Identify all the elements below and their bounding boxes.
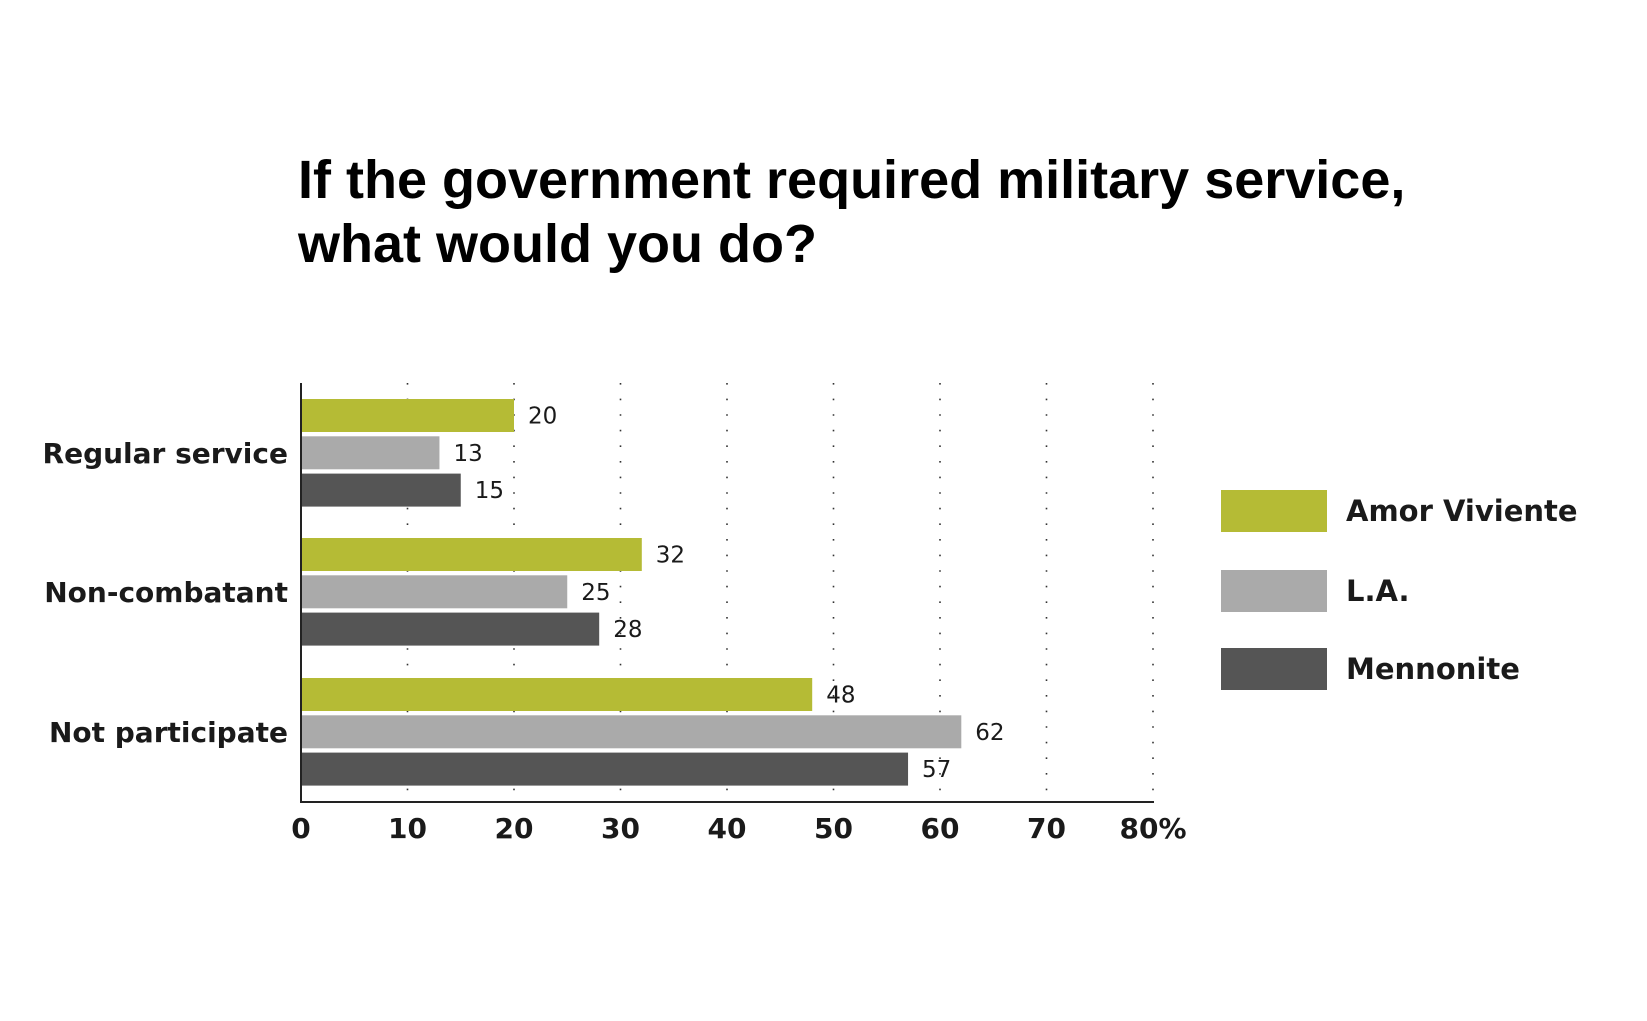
data-label: 28 (613, 617, 642, 643)
data-label: 15 (475, 478, 504, 504)
labels: 20 32 48 13 25 62 15 28 57 0 10 20 30 40 50 60 70 80% Regu… (43, 404, 1187, 846)
category-label: Non-combatant (44, 576, 288, 609)
legend-swatch-amor-viviente (1221, 490, 1327, 532)
bar-l-a--0 (301, 436, 440, 470)
legend-label-l-a-: L.A. (1346, 574, 1410, 608)
bar-l-a--1 (301, 575, 568, 609)
legend-swatch-l-a- (1221, 570, 1327, 612)
x-tick-label: 10 (388, 812, 427, 845)
legend-label-mennonite: Mennonite (1346, 652, 1520, 686)
data-label: 48 (826, 683, 855, 709)
legend: Amor Viviente L.A. Mennonite (1221, 490, 1578, 690)
bar-amor-viviente-0 (301, 399, 514, 432)
x-tick-label: 80% (1119, 812, 1186, 845)
data-label: 25 (581, 580, 610, 606)
data-label: 20 (528, 404, 557, 430)
x-tick-label: 40 (708, 812, 747, 845)
x-tick-label: 0 (291, 812, 310, 845)
data-label: 32 (656, 543, 685, 569)
x-tick-label: 70 (1027, 812, 1066, 845)
chart-title: If the government required military serv… (297, 150, 1405, 274)
x-tick-label: 30 (601, 812, 640, 845)
chart-title-line-2: what would you do? (297, 214, 817, 274)
bar-mennonite-0 (301, 473, 461, 507)
data-label: 13 (453, 441, 482, 467)
bars (301, 399, 962, 786)
x-tick-label: 60 (921, 812, 960, 845)
category-label: Not participate (49, 716, 288, 749)
x-tick-label: 20 (495, 812, 534, 845)
bar-mennonite-1 (301, 612, 600, 646)
bar-l-a--2 (301, 715, 962, 749)
data-label: 62 (975, 720, 1004, 746)
x-tick-label: 50 (814, 812, 853, 845)
chart-title-line-1: If the government required military serv… (298, 150, 1405, 210)
category-label: Regular service (43, 437, 288, 470)
data-label: 57 (922, 757, 951, 783)
legend-label-amor-viviente: Amor Viviente (1346, 494, 1578, 528)
bar-mennonite-2 (301, 752, 909, 786)
axes (300, 383, 1154, 803)
legend-swatch-mennonite (1221, 648, 1327, 690)
bar-amor-viviente-1 (301, 538, 642, 571)
bar-amor-viviente-2 (301, 678, 813, 711)
